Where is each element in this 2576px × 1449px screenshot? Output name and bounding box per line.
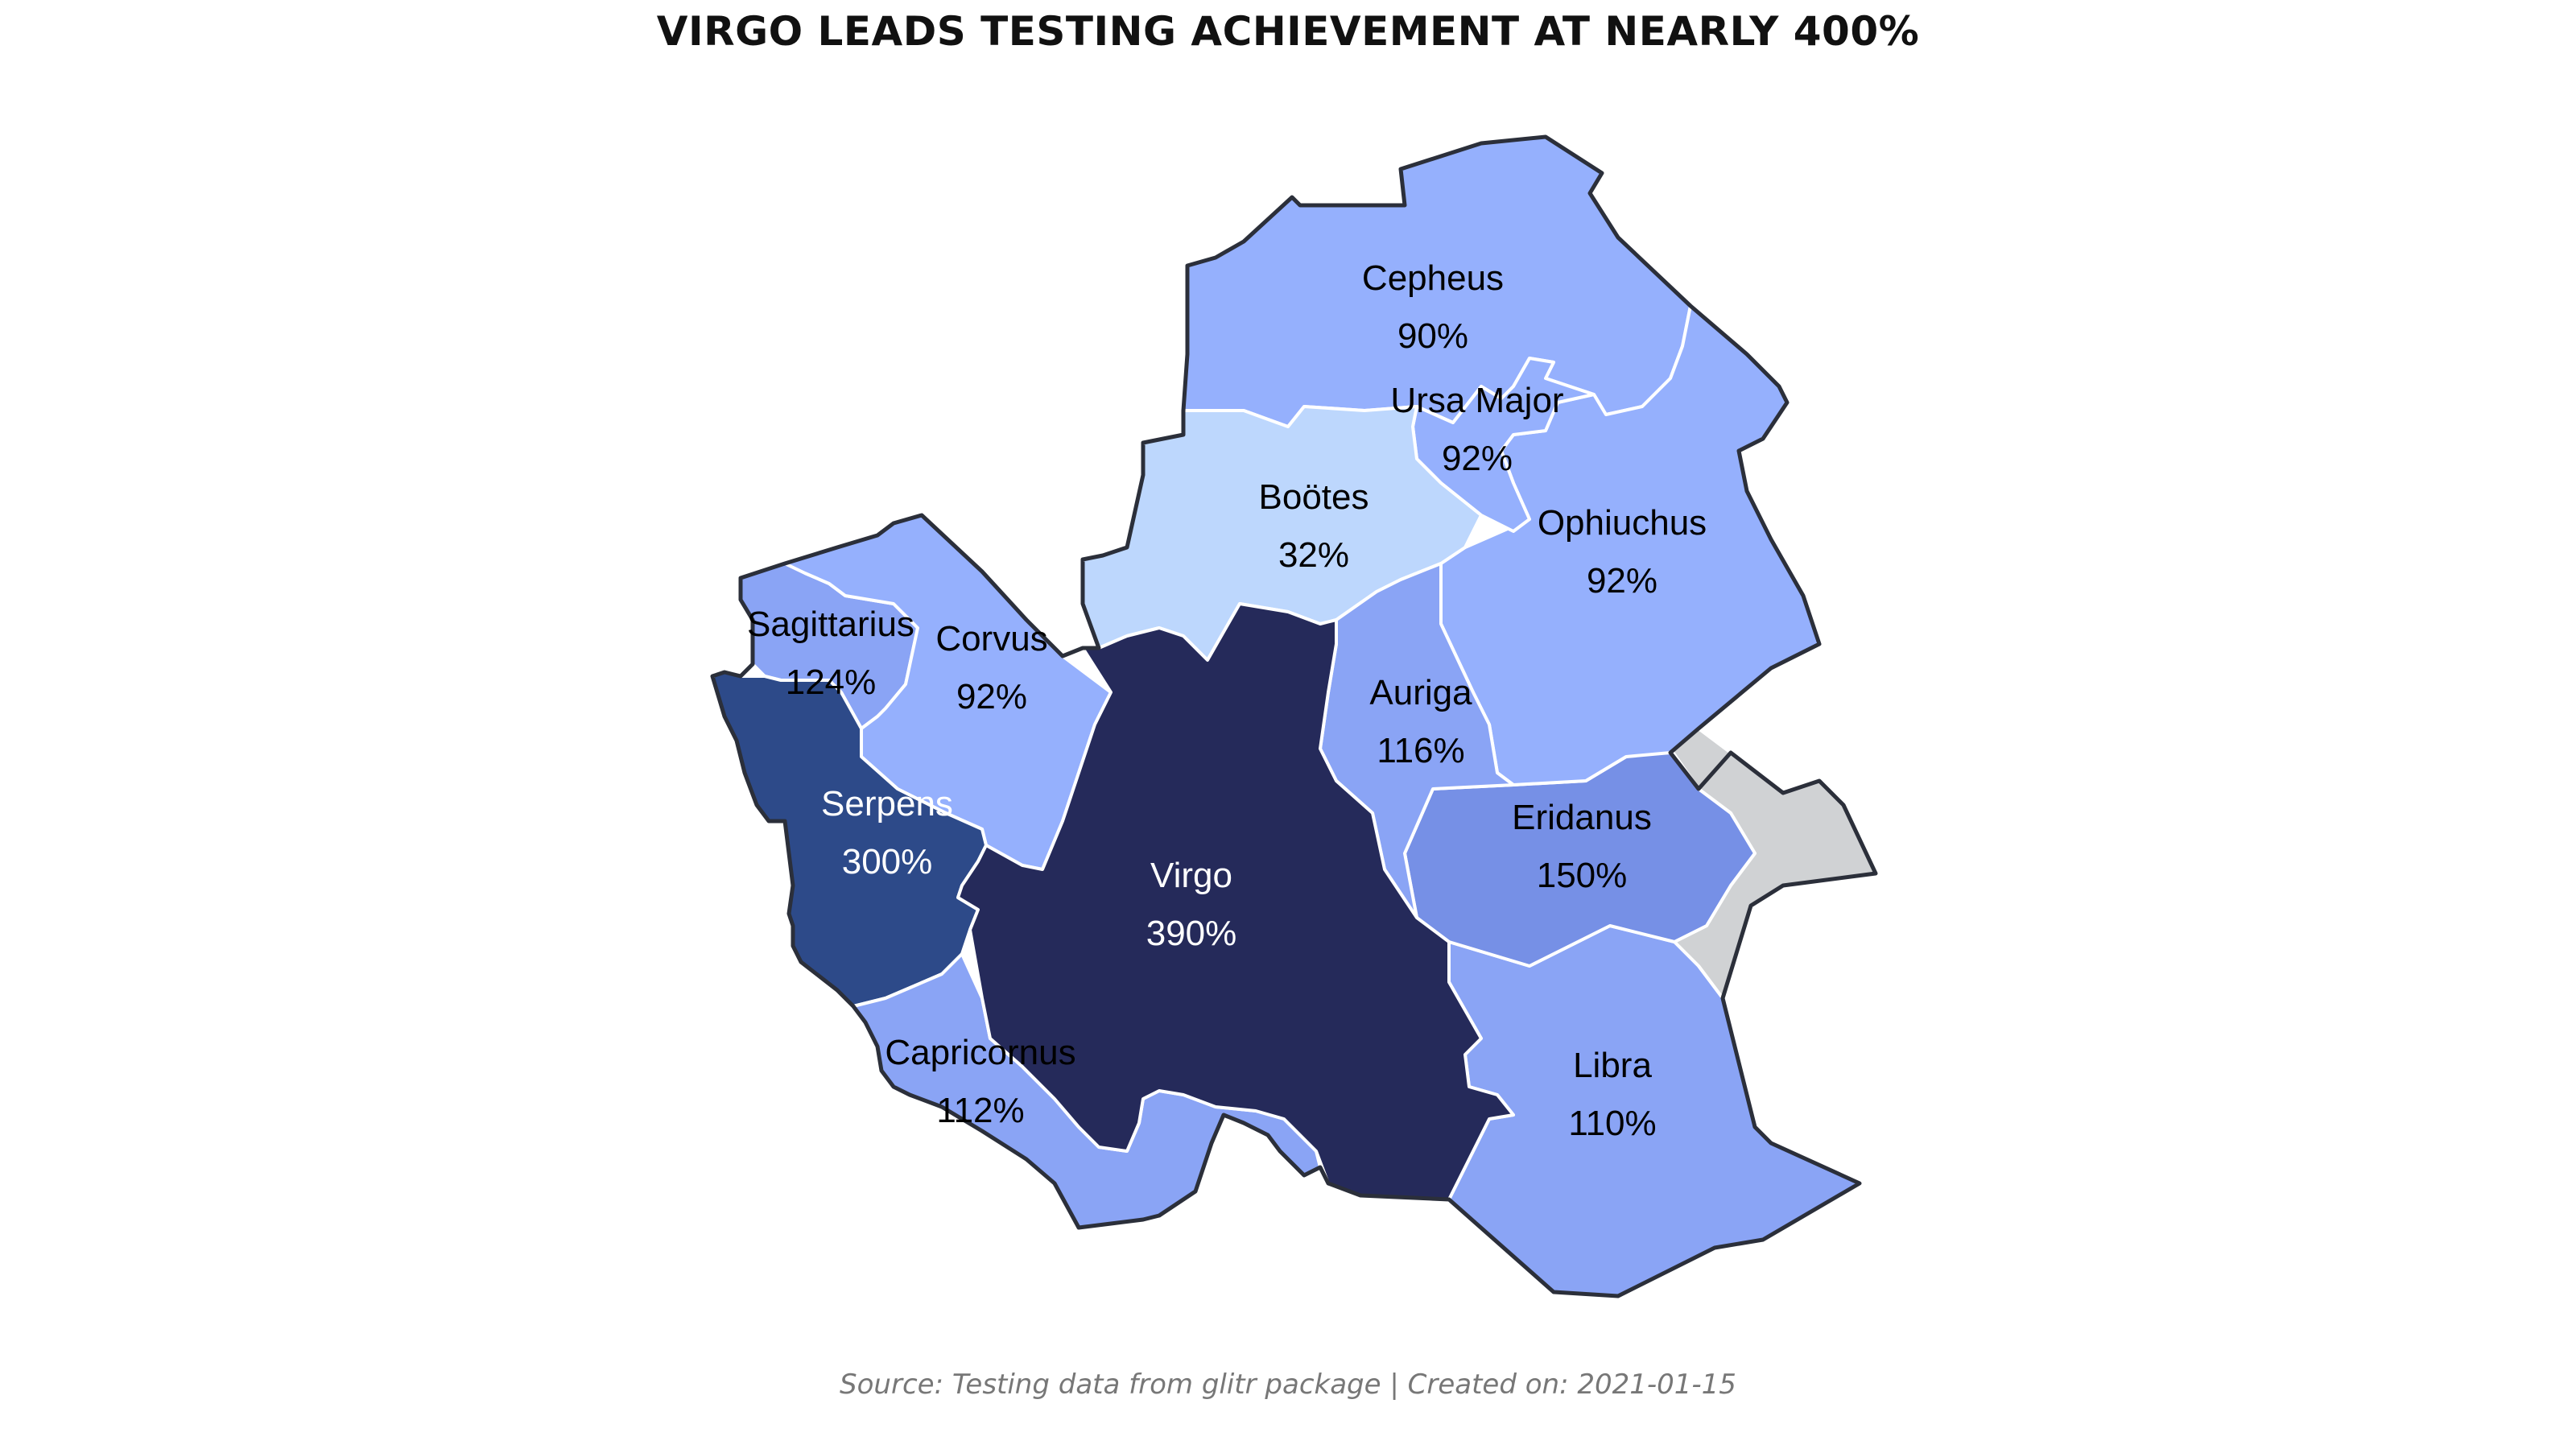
region-name-label: Capricornus [885,1033,1075,1072]
region-name-label: Auriga [1369,673,1472,712]
map-outline [710,134,1878,1298]
map-title: VIRGO LEADS TESTING ACHIEVEMENT AT NEARL… [656,8,1920,55]
region-value-label: 112% [936,1091,1024,1130]
region-value-label: 92% [1587,561,1657,601]
region-name-label: Ursa Major [1390,381,1563,420]
region-name-label: Cepheus [1362,258,1504,298]
source-caption: Source: Testing data from glitr package … [840,1368,1736,1401]
region-value-label: 32% [1278,535,1349,575]
region-name-label: Serpens [821,784,953,824]
region-value-label: 150% [1537,856,1628,895]
region-name-label: Eridanus [1512,798,1652,837]
region-name-label: Sagittarius [747,605,914,644]
region-name-label: Libra [1573,1046,1652,1085]
region-value-label: 92% [1442,439,1513,478]
region-name-label: Virgo [1150,856,1232,895]
region-name-label: Ophiuchus [1538,503,1707,543]
region-value-label: 92% [956,677,1027,716]
region-value-label: 110% [1568,1104,1656,1143]
region-value-label: 124% [786,663,877,702]
region-value-label: 90% [1397,316,1468,356]
region-name-label: Corvus [935,619,1047,658]
region-name-label: Boötes [1259,477,1369,517]
region-value-label: 116% [1377,731,1464,770]
region-value-label: 390% [1146,914,1237,953]
region-value-label: 300% [842,842,933,881]
